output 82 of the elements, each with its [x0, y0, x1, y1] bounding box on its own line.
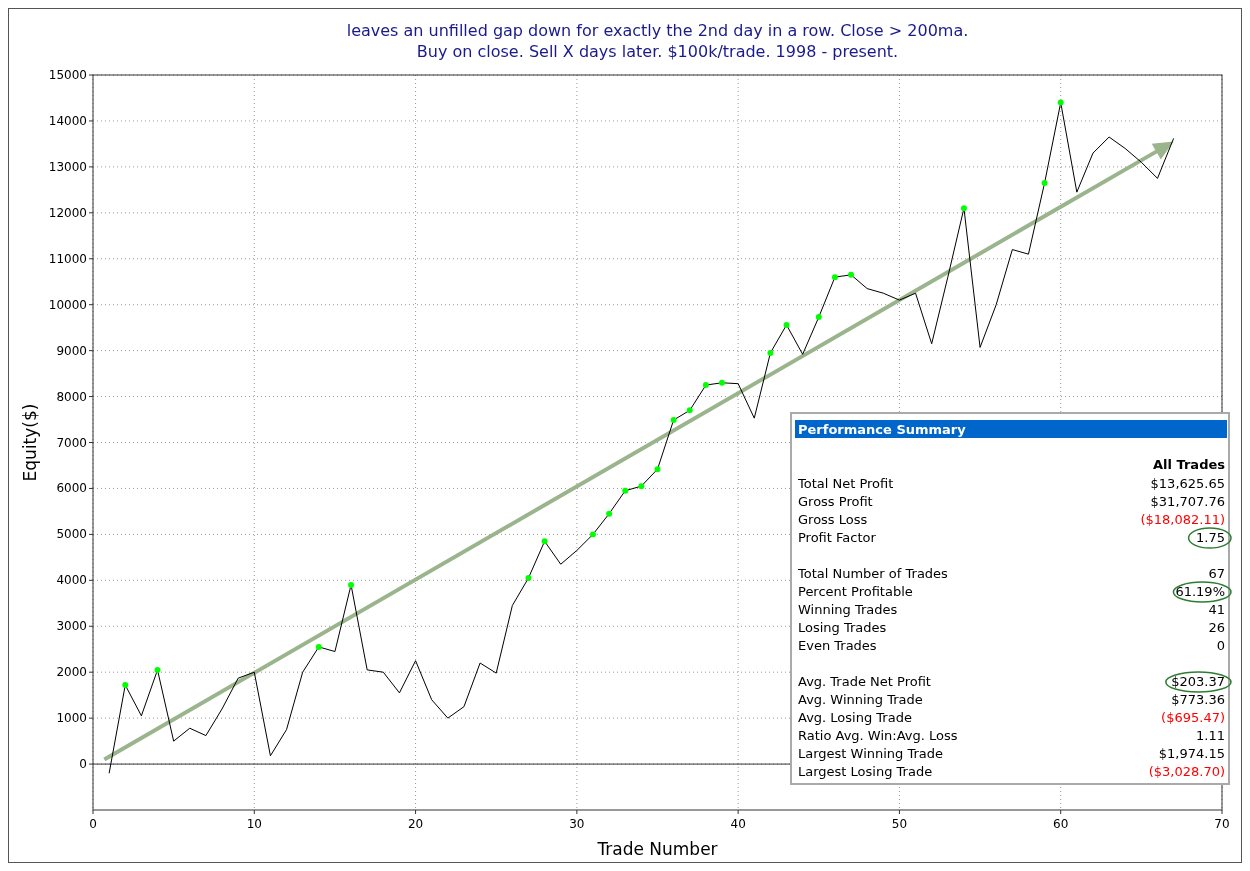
y-tick-label: 10000 — [48, 297, 87, 312]
point — [654, 466, 661, 473]
point — [154, 666, 161, 673]
point — [525, 575, 532, 581]
x-tick-label: 60 — [1053, 817, 1069, 831]
annotation: 41 — [1208, 602, 1225, 617]
point — [831, 274, 838, 281]
y-tick-label: 1000 — [56, 711, 87, 726]
annotation: 26 — [1208, 620, 1225, 635]
point — [767, 349, 774, 356]
annotation: Avg. Winning Trade — [798, 692, 923, 707]
point — [1041, 179, 1048, 186]
annotation: 67 — [1208, 566, 1225, 581]
annotation: Total Number of Trades — [797, 566, 949, 581]
x-tick-label: 70 — [1214, 817, 1230, 831]
annotation: $31,707.76 — [1150, 494, 1225, 509]
annotation: Percent Profitable — [798, 584, 913, 599]
annotation: Largest Winning Trade — [798, 746, 944, 761]
annotation: $203.37 — [1171, 674, 1225, 689]
x-tick-label: 40 — [730, 817, 746, 831]
y-tick-label: 15000 — [48, 68, 87, 82]
annotation: Profit Factor — [798, 530, 877, 545]
point — [122, 682, 129, 689]
annotation: ($3,028.70) — [1148, 764, 1225, 779]
annotation: Ratio Avg. Win:Avg. Loss — [798, 728, 958, 743]
y-tick-label: 7000 — [56, 435, 87, 450]
y-tick-label: 4000 — [56, 573, 87, 588]
annotation: ($695.47) — [1161, 710, 1225, 725]
annotation: ($18,082.11) — [1140, 512, 1225, 527]
y-tick-label: 9000 — [56, 343, 87, 358]
annotation: $1,974.15 — [1158, 746, 1225, 761]
y-tick-label: 8000 — [56, 389, 87, 404]
y-axis-title: Equity($) — [20, 403, 40, 482]
y-tick-label: 14000 — [48, 113, 87, 128]
x-tick-label: 10 — [246, 817, 262, 831]
point — [670, 417, 677, 423]
point — [1057, 99, 1064, 106]
point — [783, 321, 790, 328]
y-tick-label: 0 — [79, 757, 87, 772]
point — [702, 382, 709, 389]
annotation: $773.36 — [1171, 692, 1225, 707]
annotation: 0 — [1216, 638, 1225, 653]
point — [848, 271, 855, 278]
y-tick-label: 13000 — [48, 159, 87, 174]
annotation: $13,625.65 — [1150, 476, 1225, 491]
x-tick-label: 30 — [569, 817, 585, 831]
annotation: Total Net Profit — [797, 476, 894, 491]
annotation: 61.19% — [1175, 584, 1225, 599]
annotation: Gross Profit — [798, 494, 873, 509]
annotation: Avg. Trade Net Profit — [798, 674, 931, 689]
annotation: Avg. Losing Trade — [798, 710, 912, 725]
point — [719, 379, 725, 386]
annotation: Largest Losing Trade — [798, 764, 933, 779]
point — [590, 531, 596, 538]
annotation: 1.75 — [1196, 530, 1225, 545]
point — [960, 205, 967, 212]
annotation: Winning Trades — [798, 602, 898, 617]
y-tick-label: 6000 — [56, 481, 87, 496]
annotation: All Trades — [1153, 457, 1226, 472]
annotation: 1.11 — [1196, 728, 1225, 743]
y-tick-label: 3000 — [56, 619, 87, 634]
x-tick-label: 20 — [407, 817, 424, 831]
point — [541, 538, 548, 545]
point — [686, 407, 693, 414]
annotation: Even Trades — [798, 638, 877, 653]
x-tick-label: 50 — [891, 817, 908, 831]
x-axis-title: Trade Number — [596, 839, 718, 859]
point — [606, 510, 613, 517]
point — [638, 483, 645, 490]
y-tick-label: 5000 — [56, 527, 87, 542]
chart-title: leaves an unfilled gap down for exactly the 2nd day in a row. Close > 200ma. Buy on close. Sell X days later. $100k/trade. 1998 - present. — [346, 21, 969, 61]
annotation: Performance Summary — [798, 422, 967, 437]
annotation: Gross Loss — [798, 512, 868, 527]
x-tick-label: 0 — [89, 817, 97, 831]
point — [348, 581, 355, 588]
point — [315, 643, 322, 650]
y-tick-label: 11000 — [48, 251, 87, 266]
y-tick-label: 2000 — [56, 665, 87, 680]
point — [622, 487, 629, 494]
y-tick-label: 12000 — [48, 205, 87, 220]
point — [815, 314, 822, 321]
annotation: Losing Trades — [798, 620, 887, 635]
